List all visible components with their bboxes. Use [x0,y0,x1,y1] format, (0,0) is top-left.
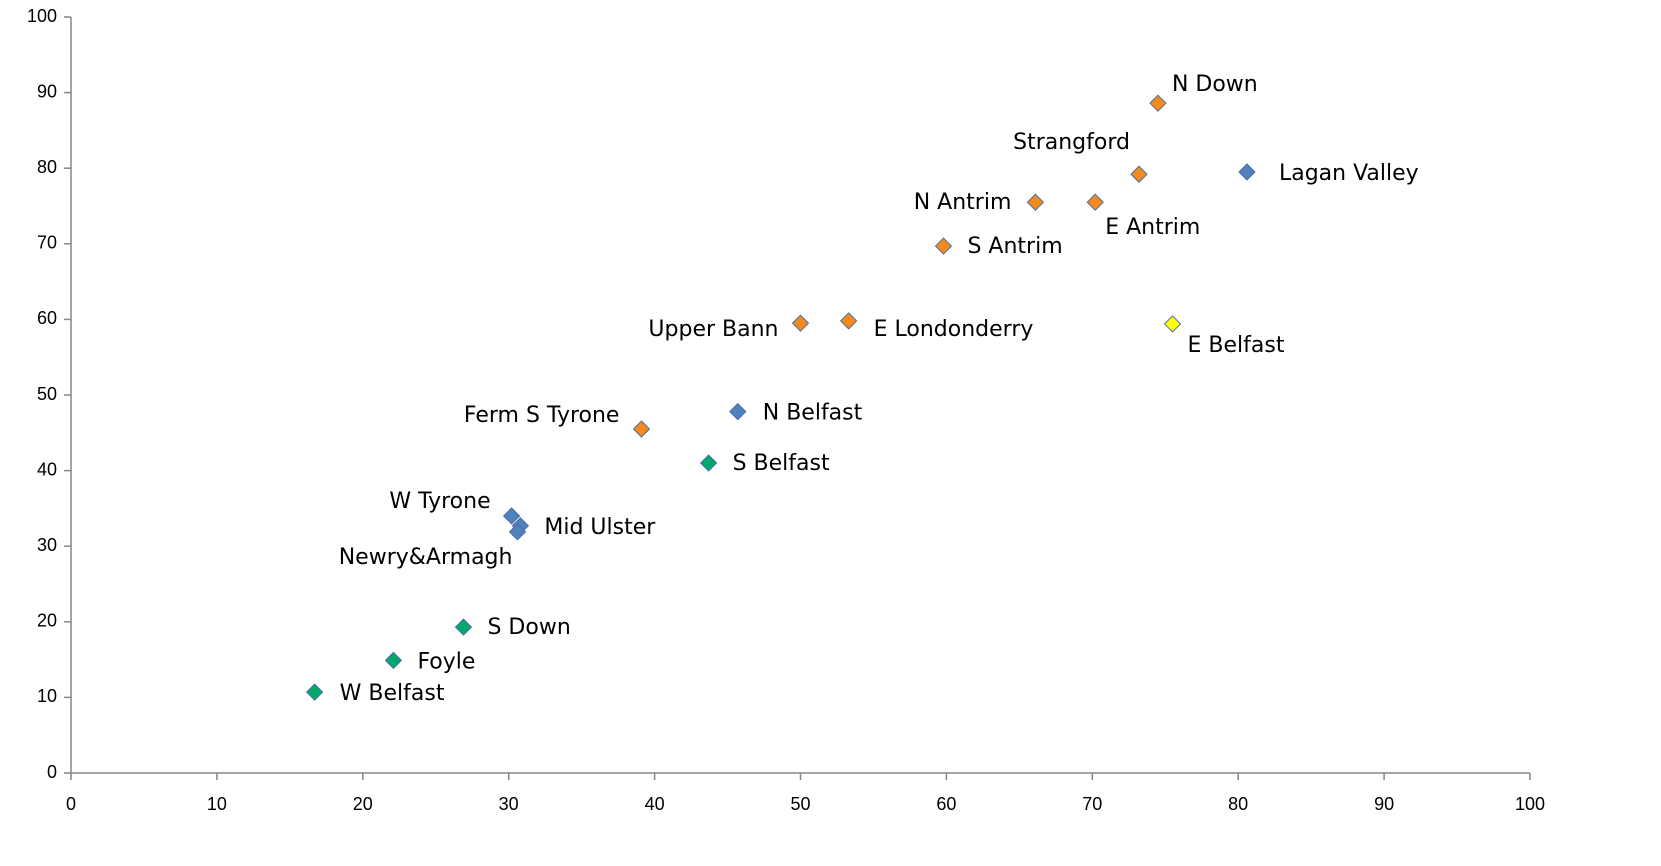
point [839,312,858,330]
point [1163,315,1182,333]
point-label: Ferm S Tyrone [464,403,620,428]
x-tick-label: 60 [936,794,956,814]
y-tick-label: 60 [37,308,57,328]
y-tick-label: 80 [37,157,57,177]
point [699,454,718,472]
x-tick-label: 70 [1082,794,1102,814]
x-tick-label: 10 [207,794,227,814]
point-label: W Belfast [340,681,445,706]
point [791,314,810,332]
x-tick-label: 0 [66,794,76,814]
point [384,651,403,670]
point [508,523,527,541]
y-tick-label: 10 [37,686,57,706]
point-label: Lagan Valley [1279,161,1419,186]
y-tick-label: 40 [37,459,57,479]
x-tick-label: 30 [499,794,519,814]
point [1026,193,1045,211]
y-tick-label: 70 [37,233,57,253]
point-label: Upper Bann [648,317,778,342]
point [1086,193,1104,211]
point [934,237,953,255]
point [1130,165,1148,183]
point-label: S Belfast [733,451,830,476]
x-tick-label: 20 [353,794,373,814]
point [305,683,324,701]
point-label: N Antrim [914,190,1012,215]
point-label: S Down [487,615,570,640]
y-tick-label: 20 [37,611,57,631]
point-label: E Belfast [1188,333,1285,358]
point-label: Mid Ulster [544,515,656,540]
point-label: N Belfast [763,401,863,426]
point [502,507,521,525]
point-label: Newry&Armagh [339,545,513,570]
y-tick-label: 0 [47,762,57,782]
y-tick-label: 30 [37,535,57,555]
point-label: S Antrim [967,234,1062,259]
point [632,420,651,438]
point-label: N Down [1172,72,1258,97]
x-tick-label: 90 [1374,794,1394,814]
point [1149,94,1167,112]
point [1238,163,1256,181]
point-label: E Londonderry [874,317,1034,342]
x-tick-label: 80 [1228,794,1248,814]
y-tick-label: 50 [37,384,57,404]
y-tick-label: 100 [27,6,57,26]
point-label: W Tyrone [389,489,490,514]
x-tick-label: 100 [1515,794,1545,814]
x-tick-label: 40 [645,794,665,814]
point [729,402,747,421]
point [454,618,473,636]
point-label: E Antrim [1105,215,1200,240]
point-label: Foyle [417,649,475,674]
x-tick-label: 50 [790,794,810,814]
point-label: Strangford [1013,130,1130,155]
y-tick-label: 90 [37,81,57,101]
